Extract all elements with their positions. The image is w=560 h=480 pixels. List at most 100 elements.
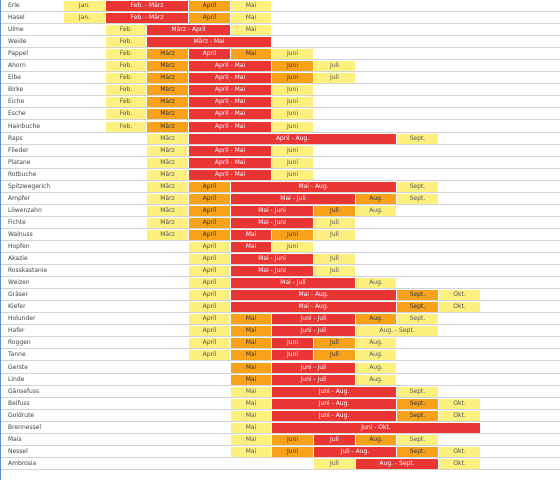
row-label: Walnuss	[8, 230, 33, 238]
row-label: Platane	[8, 158, 31, 166]
calendar-row: Rosskastanie April Mai - Juni Juli	[0, 265, 560, 278]
row-label: Tanne	[8, 351, 26, 359]
calendar-row: Pappel Feb. März April Mai Juni	[0, 48, 560, 61]
pollen-period-bar: Mai - Aug.	[231, 181, 397, 192]
pollen-period-bar: April	[189, 350, 231, 361]
pollen-period-bar: Juni	[272, 446, 314, 457]
calendar-row: Eiche Feb. März April - Mai Juni	[0, 96, 560, 109]
pollen-period-bar: April	[189, 13, 231, 24]
pollen-period-bar: Sept.	[397, 446, 439, 457]
row-label: Ahorn	[8, 62, 26, 70]
calendar-row: Gräser April Mai - Aug. Sept. Okt.	[0, 289, 560, 302]
row-label: Esche	[8, 110, 26, 118]
pollen-period-bar: Feb.	[106, 97, 147, 108]
pollen-period-bar: Mai	[231, 229, 272, 240]
pollen-period-bar: Mai - Juni	[231, 254, 314, 265]
pollen-period-bar: Okt.	[439, 410, 481, 421]
pollen-period-bar: April	[189, 181, 231, 192]
row-label: Rotbuche	[8, 170, 37, 178]
calendar-row: Ahorn Feb. März April - Mai Juni Juli	[0, 60, 560, 73]
pollen-period-bar: März	[147, 133, 189, 144]
pollen-period-bar: Mai	[231, 25, 272, 36]
pollen-period-bar: Aug.	[356, 374, 397, 385]
row-label: Weide	[8, 38, 27, 46]
pollen-period-bar: Mai - Juni	[231, 266, 314, 277]
pollen-period-bar: Sept.	[397, 410, 439, 421]
pollen-period-bar: Juni - Aug.	[272, 386, 397, 397]
pollen-period-bar: Sept.	[397, 290, 439, 301]
pollen-period-bar: Juli	[314, 61, 356, 72]
calendar-row: Hasel Jan. Feb. - März April Mai	[0, 12, 560, 25]
calendar-row: Hopfen April Mai Juni	[0, 241, 560, 253]
pollen-period-bar: Okt.	[439, 446, 481, 457]
pollen-period-bar: Juni - Aug.	[272, 398, 397, 409]
calendar-row: Weide Feb. März - Mai	[0, 36, 560, 49]
pollen-period-bar: April	[189, 290, 231, 301]
pollen-period-bar: Juni	[272, 61, 314, 72]
pollen-period-bar: Feb.	[106, 61, 147, 72]
row-label: Goldrute	[8, 411, 35, 419]
pollen-period-bar: Juni	[272, 242, 314, 252]
row-label: Eibe	[8, 74, 21, 82]
pollen-period-bar: Jan.	[64, 1, 106, 11]
row-label: Ambrosia	[8, 459, 37, 467]
row-label: Weizen	[8, 279, 30, 287]
pollen-period-bar: Okt.	[439, 290, 481, 301]
pollen-period-bar: Sept.	[397, 386, 439, 397]
pollen-period-bar: Juni	[272, 169, 314, 180]
pollen-period-bar: Juni	[272, 97, 314, 108]
pollen-period-bar: Okt.	[439, 302, 481, 313]
pollen-period-bar: April - Mai	[189, 157, 272, 168]
calendar-row: Gerste Mai Juni - Juli Aug.	[0, 362, 560, 374]
row-label: Eiche	[8, 98, 25, 106]
row-label: Mais	[8, 435, 22, 443]
pollen-period-bar: Juli	[314, 338, 356, 349]
pollen-period-bar: Juni - Juli	[272, 374, 356, 385]
row-label: Spitzwegerich	[8, 182, 51, 190]
pollen-period-bar: Juli	[314, 434, 356, 445]
pollen-period-bar: Okt.	[439, 458, 481, 469]
pollen-period-bar: Sept.	[397, 314, 439, 325]
pollen-period-bar: März	[147, 49, 189, 60]
calendar-row: Weizen April Mai - Juli Aug.	[0, 277, 560, 290]
pollen-period-bar: Juli	[314, 458, 356, 469]
pollen-period-bar: Juni	[272, 157, 314, 168]
calendar-row: Rotbuche März April - Mai Juni	[0, 169, 560, 181]
pollen-period-bar: März	[147, 205, 189, 216]
calendar-row: Hafer April Mai Juni - Juli Aug. - Sept.	[0, 325, 560, 338]
row-label: Ampfer	[8, 194, 31, 202]
pollen-period-bar: März	[147, 229, 189, 240]
pollen-period-bar: Mai - Aug.	[231, 302, 397, 313]
row-label: Hopfen	[8, 243, 30, 250]
pollen-period-bar: Mai	[231, 398, 272, 409]
row-label: Holunder	[8, 315, 36, 323]
pollen-period-bar: Juni	[272, 338, 314, 349]
pollen-period-bar: April - Mai	[189, 145, 272, 156]
pollen-period-bar: Aug.	[356, 434, 397, 445]
calendar-row: Linde Mai Juni - Juli Aug.	[0, 374, 560, 386]
row-label: Birke	[8, 86, 24, 94]
pollen-period-bar: Juni - Juli	[272, 326, 356, 337]
pollen-period-bar: März	[147, 169, 189, 180]
row-label: Hafer	[8, 327, 25, 335]
pollen-period-bar: Okt.	[439, 398, 481, 409]
pollen-period-bar: März	[147, 121, 189, 132]
row-label: Erle	[8, 2, 20, 9]
pollen-period-bar: März	[147, 97, 189, 108]
pollen-period-bar: Mai	[231, 434, 272, 445]
pollen-period-bar: Juli	[314, 217, 356, 228]
row-label: Kiefer	[8, 303, 26, 311]
pollen-period-bar: März - April	[147, 25, 231, 36]
pollen-period-bar: Mai	[231, 410, 272, 421]
pollen-period-bar: Juni	[272, 85, 314, 96]
pollen-period-bar: April	[189, 49, 231, 60]
calendar-row: Fichte März April Mai - Juni Juli	[0, 217, 560, 229]
pollen-period-bar: Feb.	[106, 85, 147, 96]
row-label: Pappel	[8, 50, 29, 58]
calendar-row: Spitzwegerich März April Mai - Aug. Sept.	[0, 181, 560, 193]
calendar-row: Walnuss März April Mai Juni Juli	[0, 229, 560, 241]
calendar-row: Tanne April Mai Juni Juli Aug.	[0, 349, 560, 362]
pollen-period-bar: April	[189, 326, 231, 337]
pollen-period-bar: April	[189, 278, 231, 289]
